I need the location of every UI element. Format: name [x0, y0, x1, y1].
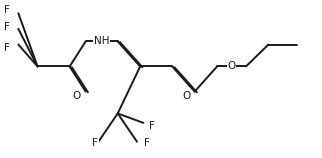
Text: F: F — [4, 5, 10, 15]
Text: NH: NH — [94, 36, 109, 46]
Text: F: F — [4, 43, 10, 53]
Text: O: O — [227, 61, 236, 71]
Text: O: O — [73, 91, 81, 101]
Text: O: O — [182, 91, 190, 101]
Text: F: F — [149, 121, 155, 131]
Text: F: F — [144, 138, 149, 148]
Text: F: F — [4, 22, 9, 32]
Text: F: F — [92, 138, 98, 148]
